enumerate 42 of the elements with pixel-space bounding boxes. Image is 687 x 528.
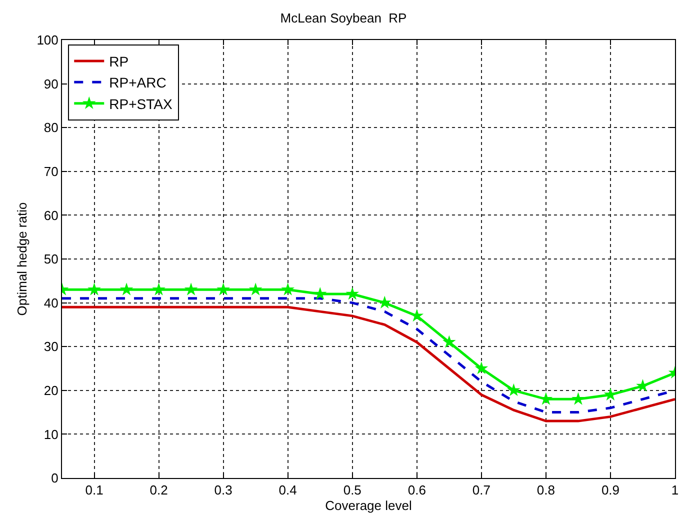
y-tick-label: 60 — [44, 208, 58, 223]
point — [346, 287, 360, 300]
y-tick-label: 50 — [44, 252, 58, 267]
y-tick-label: 100 — [36, 32, 58, 48]
chart-title: McLean Soybean RP — [280, 10, 407, 26]
legend-label: RP+STAX — [109, 96, 173, 112]
point — [572, 392, 585, 405]
x-tick-label: 0.1 — [85, 482, 104, 498]
legend-label: RP+ARC — [109, 74, 166, 91]
legend-label: RP — [109, 53, 129, 70]
x-tick-label: 0.7 — [472, 482, 490, 498]
x-tick-label: 0.2 — [150, 482, 168, 498]
point — [507, 383, 520, 396]
x-tick-label: 0.6 — [408, 482, 426, 498]
y-tick-label: 40 — [44, 295, 58, 310]
y-axis-title: Optimal hedge ratio — [14, 202, 30, 316]
x-tick-label: 1 — [671, 482, 679, 498]
point — [248, 282, 262, 296]
point — [636, 379, 650, 392]
point — [442, 335, 456, 348]
point — [313, 287, 327, 300]
point — [184, 282, 198, 296]
y-tick-label: 30 — [44, 339, 58, 354]
x-tick-label: 0.4 — [278, 482, 297, 498]
point — [474, 362, 488, 374]
point — [410, 308, 424, 322]
y-tick-label: 80 — [44, 120, 58, 136]
y-tick-label: 20 — [44, 382, 58, 398]
point — [88, 282, 101, 296]
point — [216, 282, 230, 296]
x-tick-label: 0.5 — [343, 482, 362, 498]
x-tick-label: 0.8 — [536, 482, 555, 498]
point — [281, 282, 294, 296]
x-axis-title: Coverage level — [325, 498, 412, 514]
y-tick-label: 0 — [51, 470, 58, 486]
y-tick-label: 70 — [44, 164, 58, 179]
point — [120, 282, 134, 296]
x-tick-label: 0.3 — [214, 482, 232, 498]
point — [152, 282, 166, 296]
x-tick-label: 0.9 — [601, 482, 620, 498]
y-tick-label: 10 — [44, 426, 58, 442]
y-tick-label: 90 — [44, 76, 58, 92]
